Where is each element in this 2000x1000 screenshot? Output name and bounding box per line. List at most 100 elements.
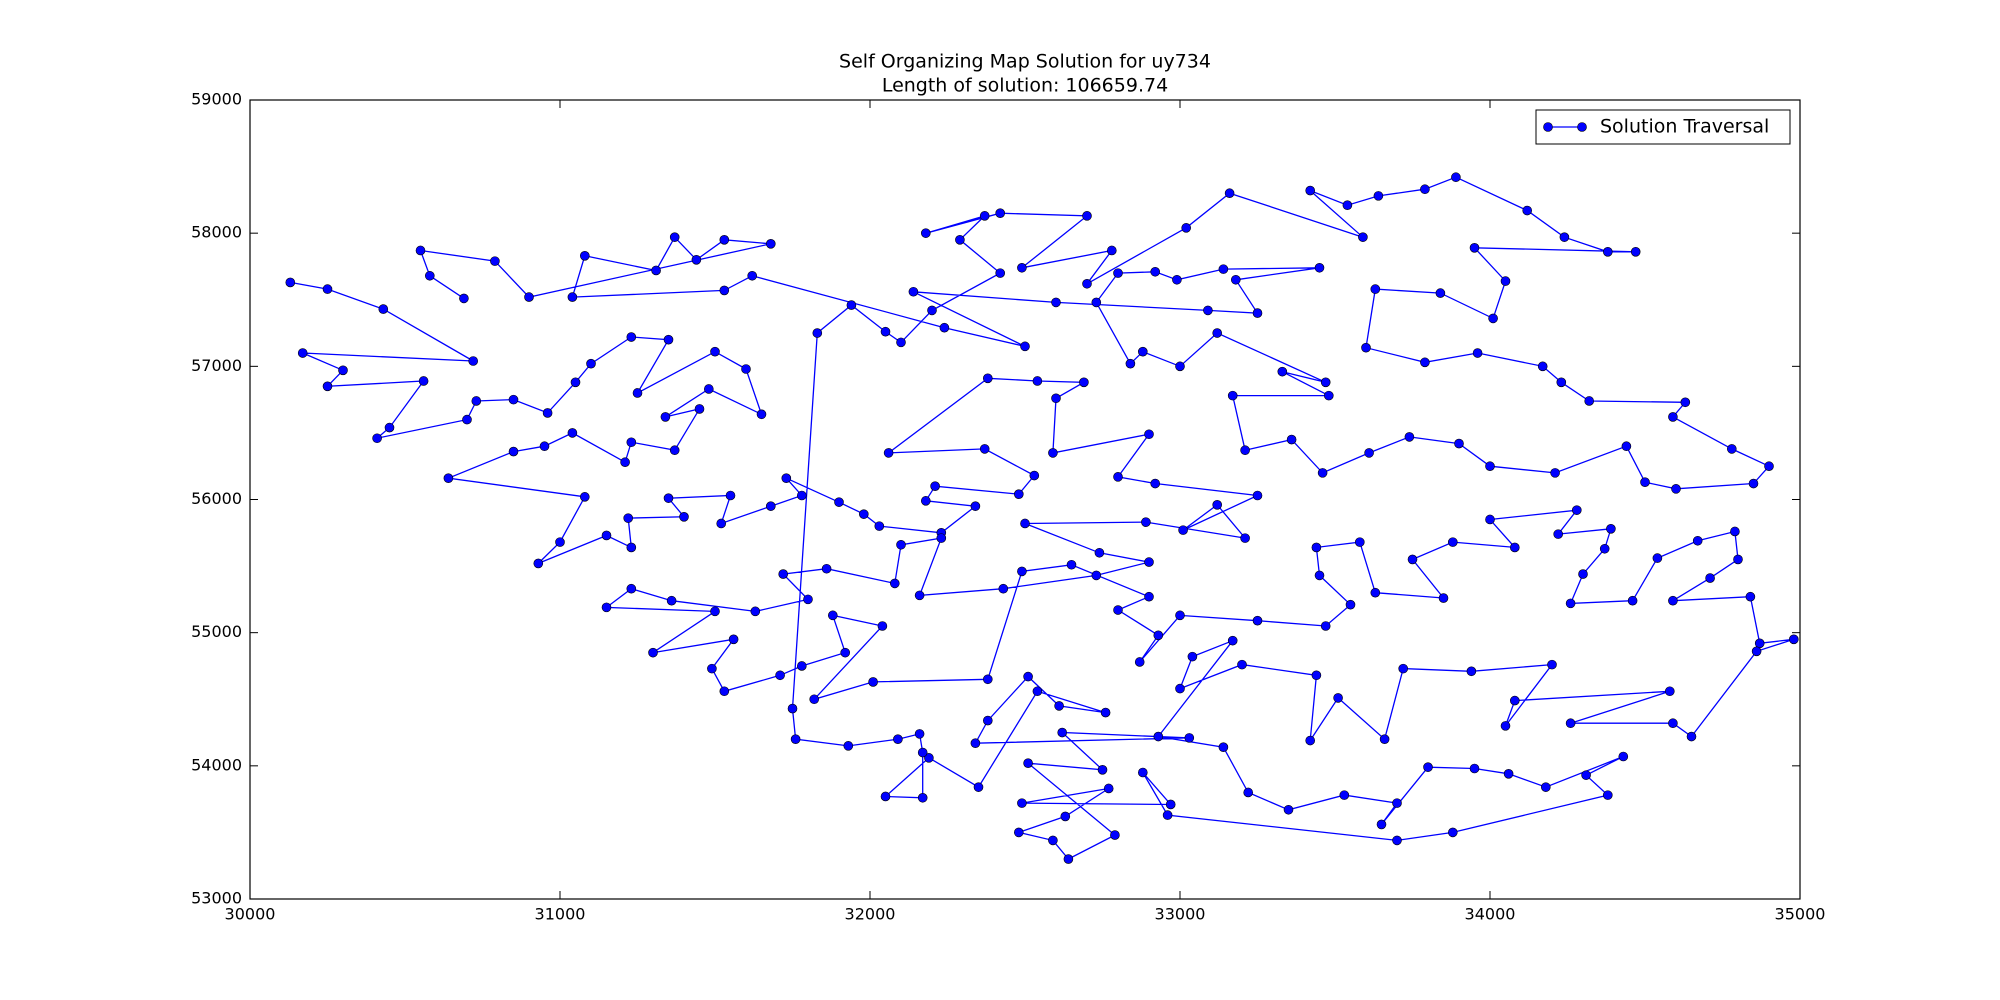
x-tick-label: 30000 bbox=[225, 905, 276, 924]
point bbox=[418, 376, 429, 386]
point bbox=[570, 377, 581, 388]
point bbox=[1342, 200, 1353, 211]
point bbox=[979, 211, 990, 221]
y-tick-label: 57000 bbox=[191, 356, 242, 375]
point bbox=[297, 348, 308, 358]
point bbox=[1150, 478, 1160, 489]
point bbox=[920, 228, 931, 238]
point bbox=[663, 493, 674, 503]
point bbox=[338, 365, 348, 376]
point bbox=[626, 332, 637, 342]
point bbox=[1144, 429, 1154, 440]
point bbox=[1057, 727, 1067, 738]
point bbox=[1584, 396, 1594, 406]
point bbox=[1212, 328, 1222, 338]
point bbox=[471, 396, 482, 406]
point bbox=[1599, 543, 1610, 554]
point bbox=[1668, 412, 1678, 422]
point bbox=[626, 583, 637, 594]
point bbox=[1178, 525, 1188, 535]
point bbox=[1488, 313, 1498, 324]
point bbox=[970, 738, 981, 748]
point bbox=[1469, 763, 1480, 774]
point bbox=[539, 441, 550, 452]
point bbox=[765, 239, 776, 249]
point bbox=[1627, 595, 1638, 606]
point bbox=[778, 569, 789, 579]
point bbox=[1435, 288, 1446, 298]
point bbox=[927, 305, 937, 316]
point bbox=[1618, 751, 1629, 762]
point bbox=[1485, 514, 1495, 525]
point bbox=[1252, 490, 1263, 501]
point bbox=[1320, 621, 1331, 631]
point bbox=[1218, 264, 1229, 274]
point bbox=[1345, 599, 1356, 610]
point bbox=[378, 304, 389, 314]
point bbox=[508, 446, 519, 457]
point bbox=[567, 428, 578, 438]
point bbox=[1451, 172, 1461, 183]
point bbox=[979, 444, 990, 454]
x-tick-label: 31000 bbox=[535, 905, 586, 924]
point bbox=[1320, 377, 1331, 388]
y-tick-label: 58000 bbox=[191, 223, 242, 242]
point bbox=[1017, 798, 1027, 808]
point bbox=[1144, 591, 1154, 602]
point bbox=[1373, 191, 1384, 201]
point bbox=[1029, 470, 1040, 481]
point bbox=[1091, 297, 1102, 308]
point bbox=[1581, 770, 1591, 780]
point bbox=[781, 473, 792, 483]
point bbox=[1100, 707, 1111, 718]
point bbox=[1218, 742, 1229, 752]
point bbox=[1175, 610, 1185, 621]
point bbox=[982, 715, 993, 726]
point bbox=[719, 686, 730, 697]
legend-marker bbox=[1543, 122, 1553, 132]
point bbox=[896, 337, 906, 348]
chart-title: Self Organizing Map Solution for uy734 bbox=[839, 51, 1211, 73]
point bbox=[1153, 731, 1164, 742]
point bbox=[1789, 634, 1799, 645]
point bbox=[1748, 478, 1759, 489]
point bbox=[679, 512, 689, 522]
point bbox=[880, 326, 891, 337]
point bbox=[1339, 790, 1350, 800]
point bbox=[821, 563, 832, 574]
point bbox=[691, 254, 702, 265]
point bbox=[620, 457, 630, 468]
point bbox=[626, 542, 637, 553]
point bbox=[880, 791, 891, 802]
point bbox=[924, 753, 934, 763]
point bbox=[1113, 605, 1123, 615]
point bbox=[601, 602, 612, 613]
point bbox=[542, 408, 553, 418]
point bbox=[1640, 477, 1650, 487]
x-tick-label: 33000 bbox=[1155, 905, 1206, 924]
point bbox=[1153, 630, 1164, 641]
point bbox=[877, 621, 888, 631]
point bbox=[663, 334, 674, 345]
point bbox=[741, 364, 751, 374]
point bbox=[1048, 448, 1058, 458]
point bbox=[982, 373, 993, 384]
point bbox=[1252, 308, 1263, 318]
point bbox=[1079, 377, 1089, 388]
point bbox=[1240, 533, 1250, 543]
point bbox=[1754, 638, 1765, 649]
point bbox=[998, 583, 1009, 594]
point bbox=[1051, 297, 1061, 308]
point bbox=[1305, 735, 1315, 746]
point bbox=[775, 670, 785, 681]
point bbox=[1671, 484, 1681, 494]
point bbox=[1013, 827, 1024, 838]
point bbox=[459, 293, 469, 304]
point bbox=[1522, 205, 1532, 216]
point bbox=[648, 647, 658, 658]
point bbox=[1091, 570, 1102, 581]
point bbox=[1181, 223, 1191, 233]
point bbox=[533, 558, 544, 569]
point bbox=[1032, 376, 1043, 386]
